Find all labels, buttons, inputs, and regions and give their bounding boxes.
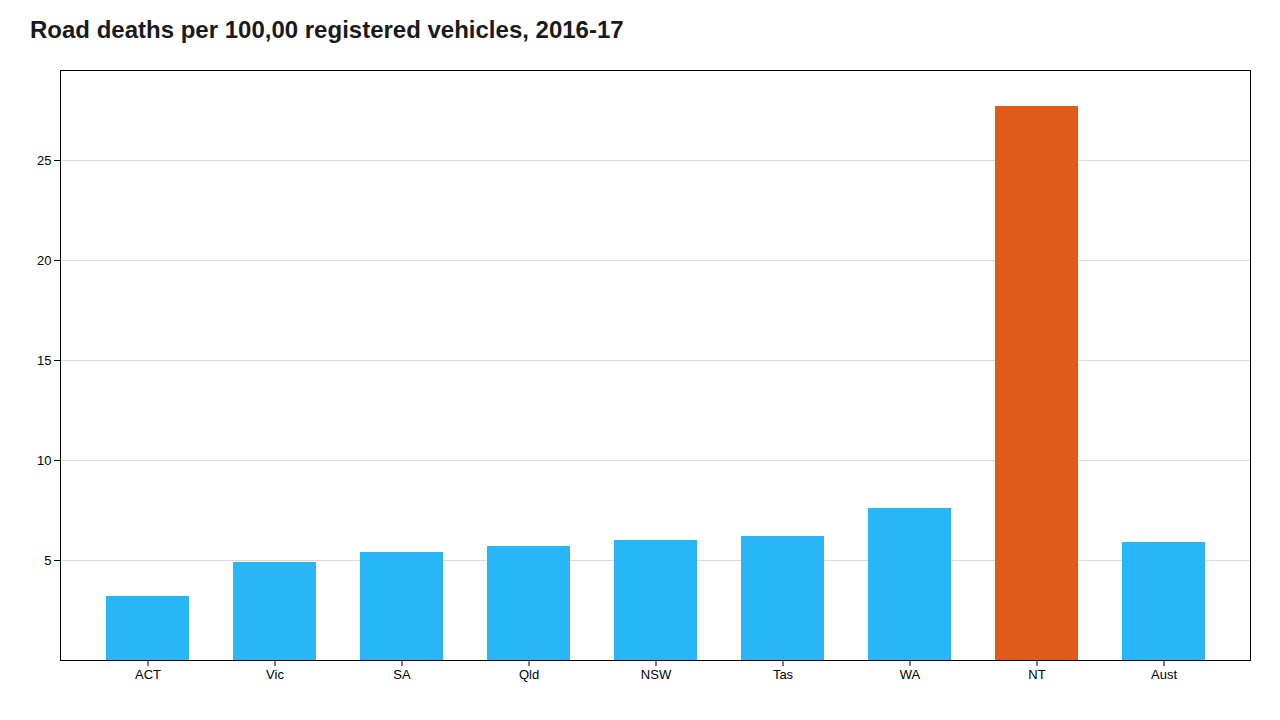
svg-text:10: 10 [37, 453, 51, 468]
svg-text:Qld: Qld [519, 667, 539, 682]
svg-text:NSW: NSW [641, 667, 672, 682]
svg-text:Vic: Vic [266, 667, 284, 682]
svg-text:Aust: Aust [1151, 667, 1177, 682]
svg-text:SA: SA [393, 667, 411, 682]
svg-text:25: 25 [37, 153, 51, 168]
svg-text:ACT: ACT [135, 667, 161, 682]
html-text:Road deaths per 100,00 registe: Road deaths per 100,00 registered vehicl… [30, 16, 624, 43]
svg-text:15: 15 [37, 353, 51, 368]
svg-text:20: 20 [37, 253, 51, 268]
svg-text:5: 5 [44, 553, 51, 568]
svg-text:Tas: Tas [773, 667, 794, 682]
svg-text:NT: NT [1028, 667, 1045, 682]
svg-text:WA: WA [900, 667, 921, 682]
